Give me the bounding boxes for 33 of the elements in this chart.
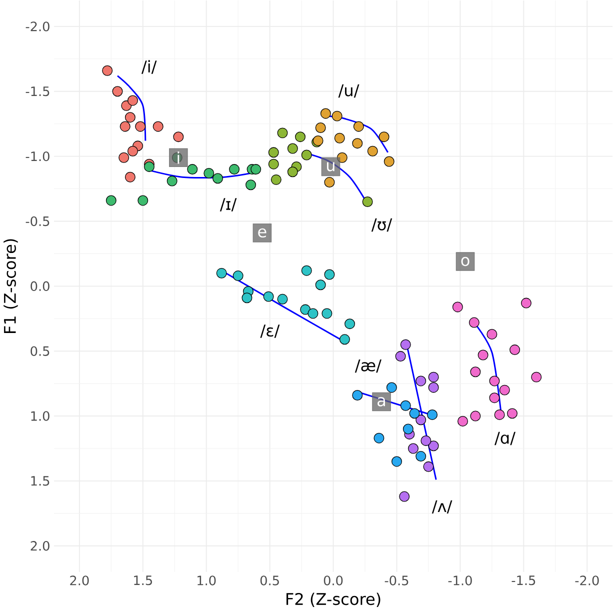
y-tick-label: -0.5 xyxy=(26,216,50,226)
y-axis-title: F1 (Z-score) xyxy=(4,239,18,334)
data-label: a xyxy=(378,397,385,407)
y-tick-label: 0.0 xyxy=(30,282,50,292)
series-label: /ʌ/ xyxy=(432,500,452,514)
series-label: /ɑ/ xyxy=(494,432,516,446)
x-tick-label: -0.5 xyxy=(384,576,408,586)
x-tick-label: 1.5 xyxy=(134,576,152,586)
data-label: i xyxy=(178,152,180,164)
y-tick-label: -1.0 xyxy=(26,152,50,162)
y-tick-label: -2.0 xyxy=(26,22,50,32)
data-label: e xyxy=(258,228,266,238)
series-label: /æ/ xyxy=(354,360,382,373)
y-tick-label: 0.5 xyxy=(30,346,50,356)
x-tick-label: 1.0 xyxy=(198,576,216,586)
series-label: /i/ xyxy=(141,60,157,74)
x-tick-label: 0.0 xyxy=(324,576,343,586)
x-axis-title: F2 (Z-score) xyxy=(286,592,380,608)
y-tick-label: 1.5 xyxy=(31,476,50,486)
series-label: /ʊ/ xyxy=(371,218,392,232)
data-label: u xyxy=(327,162,334,172)
x-tick-label: -2.0 xyxy=(575,576,599,586)
x-tick-label: 2.0 xyxy=(70,576,89,586)
series-label: /ɪ/ xyxy=(220,198,237,212)
data-label: o xyxy=(461,257,470,266)
y-tick-label: -1.5 xyxy=(26,86,50,96)
x-tick-label: -1.5 xyxy=(512,576,536,586)
y-tick-label: 1.0 xyxy=(31,411,50,422)
x-tick-label: 0.5 xyxy=(260,576,279,586)
series-label: /u/ xyxy=(338,84,360,98)
y-tick-label: 2.0 xyxy=(30,541,50,551)
series-label: /ɛ/ xyxy=(260,324,280,338)
x-tick-label: -1.0 xyxy=(448,576,472,586)
